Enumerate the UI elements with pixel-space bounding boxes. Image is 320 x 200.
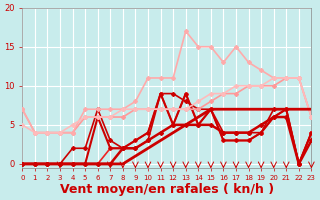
X-axis label: Vent moyen/en rafales ( kn/h ): Vent moyen/en rafales ( kn/h ) [60, 183, 274, 196]
